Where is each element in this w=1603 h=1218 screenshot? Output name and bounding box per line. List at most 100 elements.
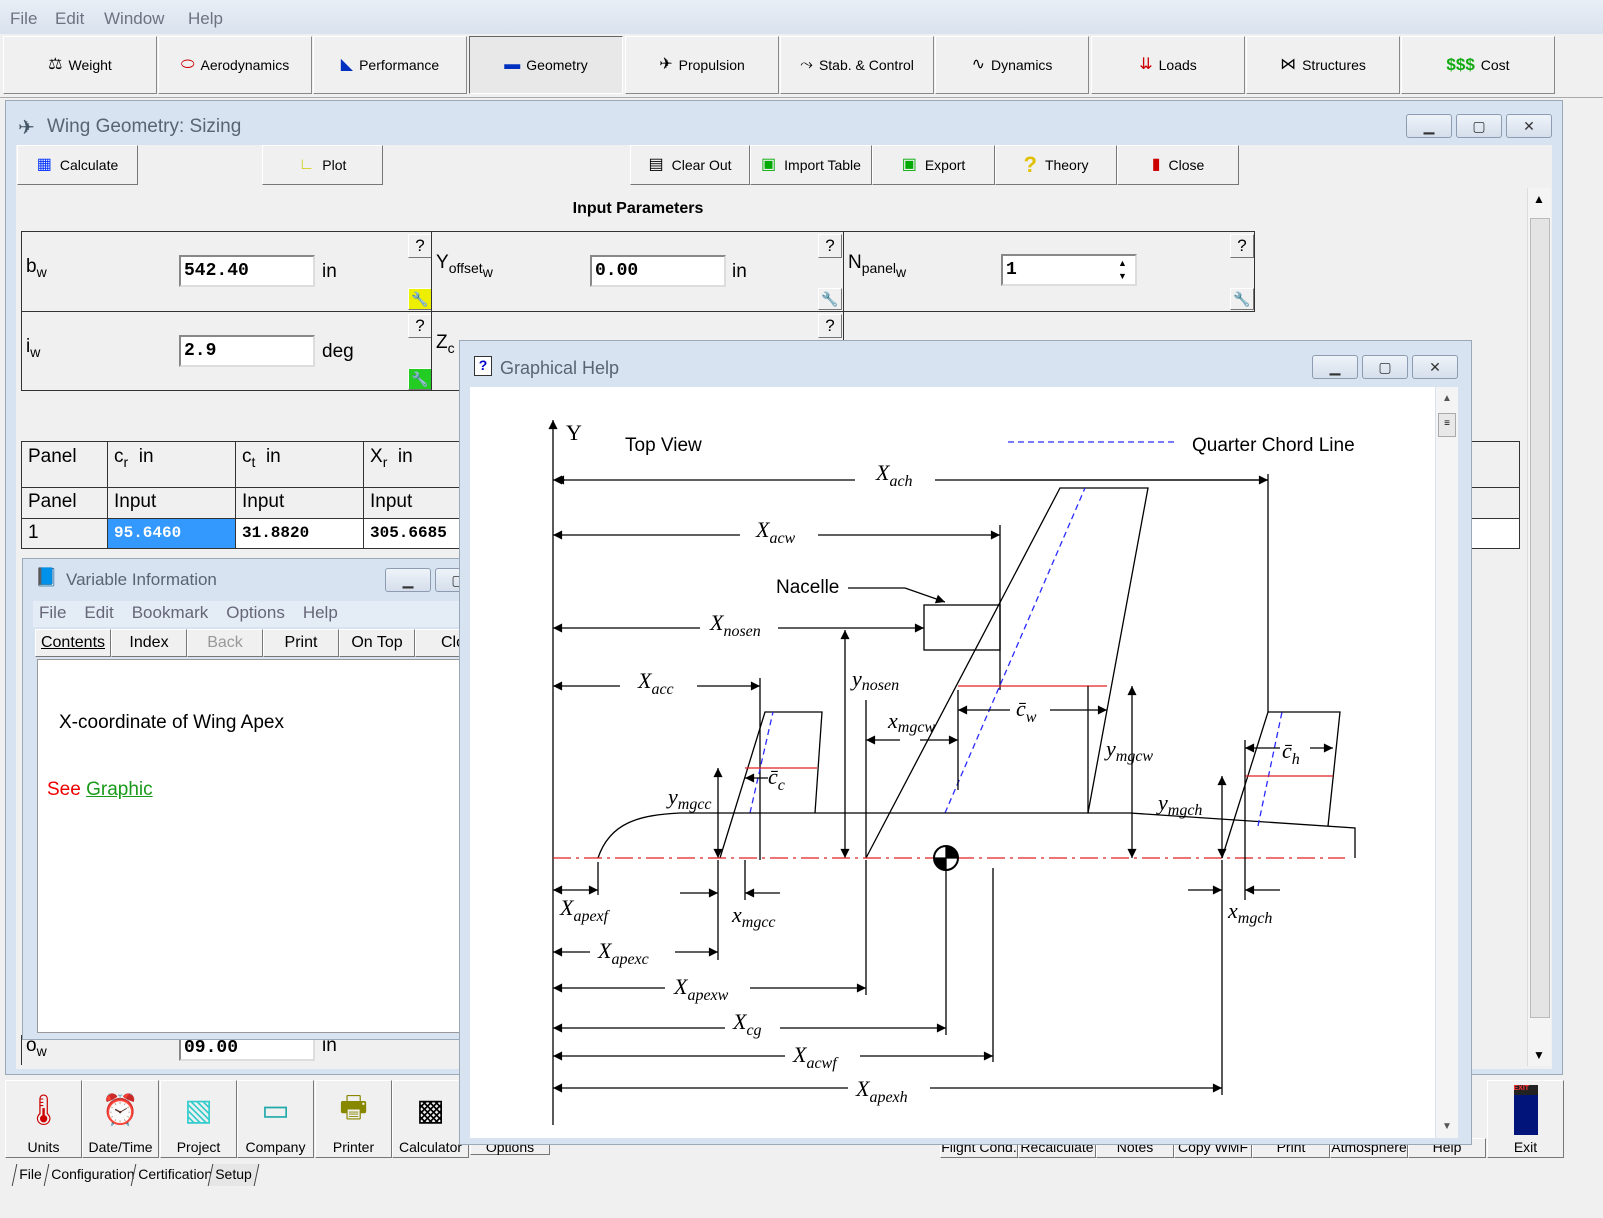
tab-performance[interactable]: ◣ Performance <box>313 36 467 94</box>
menu-window[interactable]: Window <box>104 9 165 28</box>
table-subheader: Input <box>235 487 364 519</box>
menu-help[interactable]: Help <box>302 603 338 622</box>
wrench-icon[interactable]: 🔧 <box>1230 288 1254 310</box>
minimize-button[interactable]: ▁ <box>385 568 431 592</box>
menu-file[interactable]: File <box>10 9 38 28</box>
unit-label: in <box>732 261 747 282</box>
menu-options[interactable]: Options <box>226 603 285 622</box>
tab-geometry[interactable]: ▬ Geometry <box>469 36 623 94</box>
help-button[interactable]: ? <box>1230 234 1254 258</box>
bw-input[interactable] <box>179 255 315 287</box>
scroll-up-icon[interactable]: ▲ <box>1442 393 1452 404</box>
menu-help[interactable]: Help <box>188 9 223 28</box>
tab-propulsion[interactable]: ✈ Propulsion <box>625 36 779 94</box>
index-button[interactable]: Index <box>111 629 187 657</box>
param-npanel: Npanelw ▲▼ ? 🔧 <box>843 231 1255 312</box>
printer-icon: 🖶 <box>339 1090 368 1124</box>
wrench-icon[interactable]: 🔧 <box>818 288 842 310</box>
menu-edit[interactable]: Edit <box>84 603 114 622</box>
maximize-button[interactable]: ▢ <box>1362 355 1408 379</box>
scroll-thumb[interactable] <box>1530 218 1550 1018</box>
help-button[interactable]: ? <box>818 314 842 338</box>
tab-label: Structures <box>1302 57 1366 73</box>
label-cbar-c: c̄c <box>768 764 785 794</box>
tab-dynamics[interactable]: ∿ Dynamics <box>935 36 1089 94</box>
table-cell-ct[interactable]: 31.8820 <box>235 518 364 549</box>
button-label: Units <box>27 1139 60 1155</box>
import-table-button[interactable]: ▣ Import Table <box>750 145 872 185</box>
wrench-icon[interactable]: 🔧 <box>408 288 432 310</box>
window-title: Variable Information <box>66 570 217 589</box>
param-iw: iw deg ? 🔧 <box>21 311 432 391</box>
iw-input[interactable] <box>179 335 315 367</box>
param-label: ow <box>26 1035 47 1059</box>
maximize-button[interactable]: ▢ <box>1456 114 1502 138</box>
tab-configuration[interactable]: Configuration <box>43 1164 141 1186</box>
minimize-button[interactable]: ▁ <box>1406 114 1452 138</box>
label-ymgcc: ymgcc <box>666 784 712 813</box>
tab-stab-control[interactable]: ⤳ Stab. & Control <box>780 36 934 94</box>
axis-label: Y <box>566 420 582 445</box>
question-icon: ? <box>1023 152 1037 177</box>
loads-icon: ⇊ <box>1139 56 1153 73</box>
back-button[interactable]: Back <box>187 629 263 657</box>
close-window-button[interactable]: ✕ <box>1506 114 1552 138</box>
scroll-down-icon[interactable]: ▼ <box>1533 1048 1545 1062</box>
tab-label: Aerodynamics <box>200 57 290 73</box>
tab-aerodynamics[interactable]: ⬭ Aerodynamics <box>158 36 312 94</box>
spinner-arrows[interactable]: ▲ ▼ <box>1118 258 1127 281</box>
menu-bookmark[interactable]: Bookmark <box>131 603 209 622</box>
tab-certification[interactable]: Certification <box>130 1164 219 1186</box>
label-xapexw: Xapexw <box>673 974 729 1004</box>
tab-loads[interactable]: ⇊ Loads <box>1091 36 1245 94</box>
scroll-thumb[interactable]: ≡ <box>1438 413 1456 437</box>
unit-label: in <box>322 1035 337 1056</box>
clear-out-button[interactable]: ▤ Clear Out <box>630 145 750 185</box>
yoffset-input[interactable] <box>590 255 726 287</box>
project-button[interactable]: ▧ Project <box>160 1080 237 1158</box>
varinfo-buttons: Contents Index Back Print On Top Clo <box>35 629 471 657</box>
close-button[interactable]: ▮ Close <box>1117 145 1239 185</box>
npanel-spinner[interactable] <box>1001 254 1137 286</box>
diagram-canvas: Y Top View Quarter Chord Line Nacelle Xa… <box>470 387 1435 1138</box>
contents-button[interactable]: Contents <box>35 629 111 657</box>
tab-setup[interactable]: Setup <box>207 1164 259 1186</box>
print-button[interactable]: Print <box>263 629 339 657</box>
table-cell-cr[interactable]: 95.6460 <box>107 518 236 549</box>
button-label: Project <box>176 1139 221 1155</box>
help-button[interactable]: ? <box>408 314 432 338</box>
printer-button[interactable]: 🖶 Printer <box>315 1080 392 1158</box>
module-toolbar: ⚖ Weight ⬭ Aerodynamics ◣ Performance ▬ Geom… <box>0 34 1603 98</box>
units-button[interactable]: 🌡 Units <box>5 1080 82 1158</box>
theory-button[interactable]: ? Theory <box>995 145 1117 185</box>
wrench-icon[interactable]: 🔧 <box>408 368 432 390</box>
calculator-button[interactable]: ▩ Calculator <box>392 1080 469 1158</box>
button-label: Clear Out <box>671 157 732 173</box>
param-label: bw <box>26 256 47 280</box>
scroll-down-icon[interactable]: ▼ <box>1442 1121 1452 1132</box>
minimize-button[interactable]: ▁ <box>1312 355 1358 379</box>
date-time-button[interactable]: ⏰ Date/Time <box>82 1080 159 1158</box>
company-button[interactable]: ▭ Company <box>237 1080 314 1158</box>
tab-cost[interactable]: $$$ Cost <box>1401 36 1555 94</box>
calendar-clock-icon: ⏰ <box>101 1093 140 1127</box>
menu-file[interactable]: File <box>39 603 67 622</box>
export-button[interactable]: ▣ Export <box>872 145 995 185</box>
scroll-up-icon[interactable]: ▲ <box>1533 192 1545 206</box>
on-top-button[interactable]: On Top <box>339 629 415 657</box>
tab-structures[interactable]: ⋈ Structures <box>1246 36 1400 94</box>
help-button[interactable]: ? <box>818 234 842 258</box>
help-button[interactable]: ? <box>408 234 432 258</box>
exit-button[interactable]: EXIT Exit <box>1487 1080 1564 1158</box>
htail-outline <box>1221 711 1341 859</box>
menu-edit[interactable]: Edit <box>55 9 85 28</box>
calculate-button[interactable]: ▦ Calculate <box>17 145 138 185</box>
plot-button[interactable]: ∟ Plot <box>262 145 383 185</box>
label-ymgcw: ymgcw <box>1104 736 1153 765</box>
graphic-link[interactable]: Graphic <box>86 779 153 800</box>
tab-file[interactable]: File <box>11 1164 48 1186</box>
tab-weight[interactable]: ⚖ Weight <box>3 36 157 94</box>
diagram-scrollbar[interactable]: ▲ ≡ ▼ <box>1436 387 1458 1138</box>
main-scrollbar[interactable]: ▲ ▼ <box>1527 188 1551 1066</box>
close-window-button[interactable]: ✕ <box>1412 355 1458 379</box>
